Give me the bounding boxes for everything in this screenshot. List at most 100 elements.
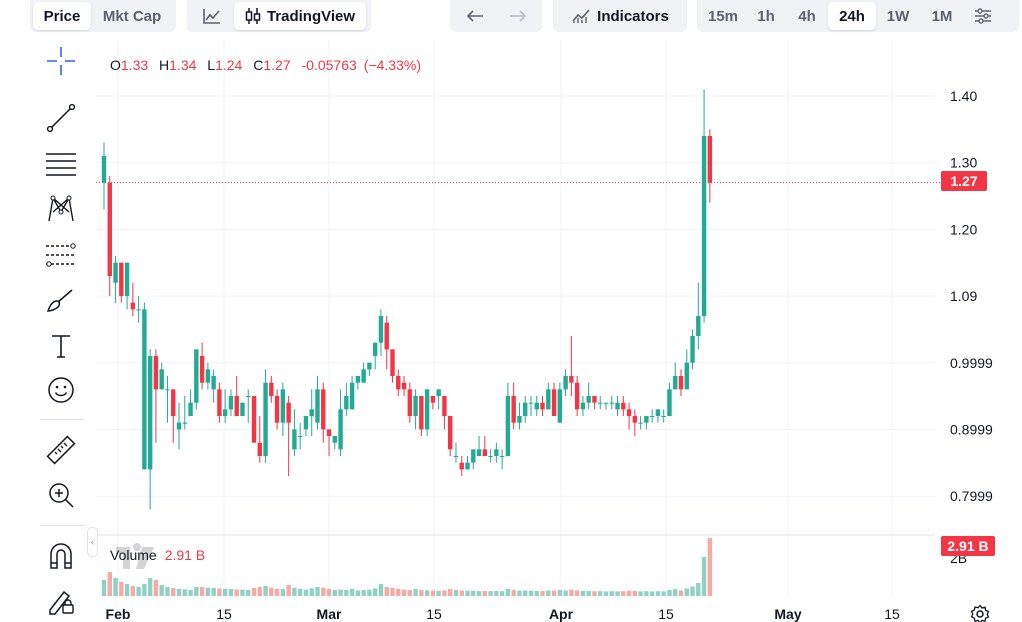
pattern-tool[interactable]: [44, 192, 78, 226]
candle-body: [309, 409, 314, 417]
candle-body: [413, 396, 418, 417]
volume-bar: [696, 583, 701, 596]
candle-body: [407, 389, 413, 417]
volume-bar: [159, 585, 164, 596]
volume-bar: [430, 590, 436, 596]
volume-bar: [436, 590, 441, 596]
magnet-tool[interactable]: [44, 539, 78, 573]
tradingview-button[interactable]: TradingView: [234, 2, 366, 30]
chart-gear-button[interactable]: [970, 604, 990, 622]
volume-bar: [546, 590, 551, 596]
candle-body: [586, 396, 591, 403]
candle-body: [182, 422, 187, 424]
volume-bar: [499, 591, 505, 596]
interval-24h[interactable]: 24h: [828, 2, 876, 30]
volume-bar: [165, 587, 170, 596]
ruler-tool[interactable]: [44, 433, 78, 467]
candle-body: [147, 356, 153, 470]
candle-body: [603, 402, 609, 404]
y-axis-tick-label: 1.09: [950, 288, 977, 304]
line-chart-button[interactable]: [190, 2, 234, 30]
low-label: L: [207, 57, 216, 73]
open-value: 1.33: [120, 57, 149, 73]
candle-body: [476, 449, 482, 457]
candle-body: [632, 416, 638, 423]
candle-body: [580, 402, 586, 410]
emoji-tool[interactable]: [44, 373, 78, 407]
undo-button[interactable]: [453, 2, 496, 30]
volume-bar: [188, 590, 193, 596]
candle-body: [563, 376, 568, 390]
redo-button[interactable]: [496, 2, 539, 30]
volume-bar: [592, 591, 597, 596]
indicators-label: Indicators: [597, 7, 669, 25]
candle-body: [251, 396, 257, 443]
lock-drawings-tool[interactable]: [44, 584, 78, 618]
mktcap-tab[interactable]: Mkt Cap: [102, 7, 162, 25]
candle-body: [246, 396, 251, 398]
trend-line-tool[interactable]: [44, 101, 78, 135]
candle-body: [574, 382, 580, 410]
crosshair-tool[interactable]: [44, 44, 78, 78]
high-label: H: [159, 57, 170, 73]
tools-divider: [40, 525, 84, 526]
candle-body: [696, 316, 701, 337]
candle-body: [240, 402, 245, 417]
trend-line-icon: [46, 103, 76, 133]
volume-bar: [534, 591, 539, 596]
text-tool[interactable]: [44, 329, 78, 363]
volume-bar: [603, 591, 609, 596]
interval-4h[interactable]: 4h: [798, 7, 816, 25]
brush-tool[interactable]: [44, 284, 78, 318]
collapse-toolbar-button[interactable]: ‹: [87, 527, 98, 557]
candle-body: [332, 436, 337, 443]
interval-1h[interactable]: 1h: [757, 7, 775, 25]
horizontal-lines-tool[interactable]: [44, 147, 78, 181]
interval-1w[interactable]: 1W: [886, 7, 910, 25]
candle-body: [384, 322, 389, 350]
candle-body: [292, 429, 297, 450]
candle-body: [655, 409, 661, 417]
volume-bar: [321, 587, 326, 596]
fib-tool[interactable]: [44, 238, 78, 272]
candle-body: [540, 402, 545, 410]
volume-bar: [494, 591, 499, 596]
candle-body: [372, 342, 378, 357]
pattern-icon: [48, 195, 74, 222]
zoom-in-icon: [49, 483, 74, 508]
volume-bar: [442, 590, 447, 596]
indicators-button[interactable]: Indicators: [556, 2, 684, 30]
volume-bar: [609, 591, 614, 596]
candle-body: [263, 382, 268, 457]
volume-bar: [396, 588, 401, 596]
candle-body: [453, 456, 459, 458]
candle-body: [523, 402, 528, 417]
volume-bar: [303, 589, 309, 596]
volume-bar: [274, 588, 280, 596]
y-axis-tick-label: 0.8999: [950, 422, 993, 438]
candle-body: [701, 136, 707, 317]
price-mktcap-toggle: Price Mkt Cap: [30, 0, 176, 32]
volume-bar: [505, 588, 511, 596]
zoom-in-tool[interactable]: [44, 478, 78, 512]
volume-bar: [471, 590, 476, 596]
price-tab[interactable]: Price: [33, 2, 91, 30]
candle-body: [367, 362, 372, 370]
volume-bar: [344, 590, 349, 596]
interval-15m[interactable]: 15m: [707, 7, 739, 25]
candle-body: [644, 416, 649, 423]
candle-body: [649, 416, 655, 418]
candle-body: [171, 389, 176, 417]
volume-bar: [113, 578, 118, 596]
volume-bar: [211, 588, 216, 596]
chart-settings-button[interactable]: [964, 2, 1002, 30]
volume-bar: [257, 587, 262, 596]
candle-body: [494, 449, 499, 457]
volume-bar: [528, 590, 534, 596]
volume-bar: [205, 587, 211, 596]
volume-bar: [586, 591, 591, 596]
volume-bar: [292, 588, 297, 596]
interval-1m[interactable]: 1M: [931, 7, 953, 25]
candle-body: [257, 442, 262, 457]
